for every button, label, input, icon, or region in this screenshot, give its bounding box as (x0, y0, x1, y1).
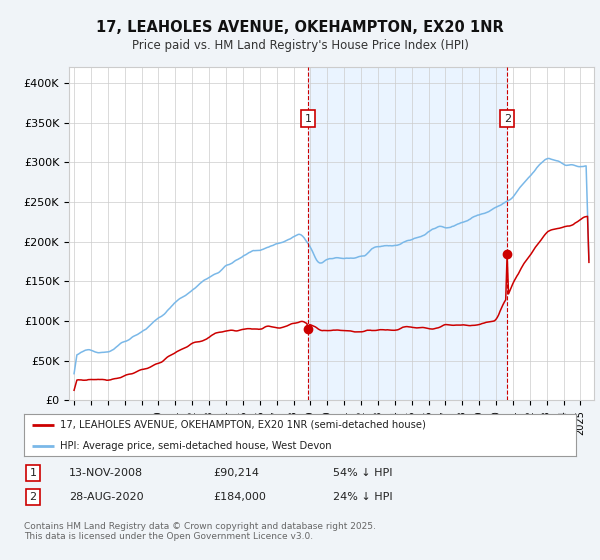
Text: 24% ↓ HPI: 24% ↓ HPI (333, 492, 392, 502)
Text: 17, LEAHOLES AVENUE, OKEHAMPTON, EX20 1NR: 17, LEAHOLES AVENUE, OKEHAMPTON, EX20 1N… (96, 20, 504, 35)
Text: HPI: Average price, semi-detached house, West Devon: HPI: Average price, semi-detached house,… (60, 441, 332, 451)
Text: 1: 1 (29, 468, 37, 478)
Text: 13-NOV-2008: 13-NOV-2008 (69, 468, 143, 478)
Text: £184,000: £184,000 (213, 492, 266, 502)
Text: 2: 2 (29, 492, 37, 502)
Text: 2: 2 (503, 114, 511, 124)
Text: 28-AUG-2020: 28-AUG-2020 (69, 492, 143, 502)
Text: 17, LEAHOLES AVENUE, OKEHAMPTON, EX20 1NR (semi-detached house): 17, LEAHOLES AVENUE, OKEHAMPTON, EX20 1N… (60, 420, 426, 430)
Text: 1: 1 (305, 114, 312, 124)
Text: £90,214: £90,214 (213, 468, 259, 478)
Text: Contains HM Land Registry data © Crown copyright and database right 2025.
This d: Contains HM Land Registry data © Crown c… (24, 522, 376, 542)
Bar (308, 67, 507, 400)
Text: 54% ↓ HPI: 54% ↓ HPI (333, 468, 392, 478)
Text: Price paid vs. HM Land Registry's House Price Index (HPI): Price paid vs. HM Land Registry's House … (131, 39, 469, 52)
